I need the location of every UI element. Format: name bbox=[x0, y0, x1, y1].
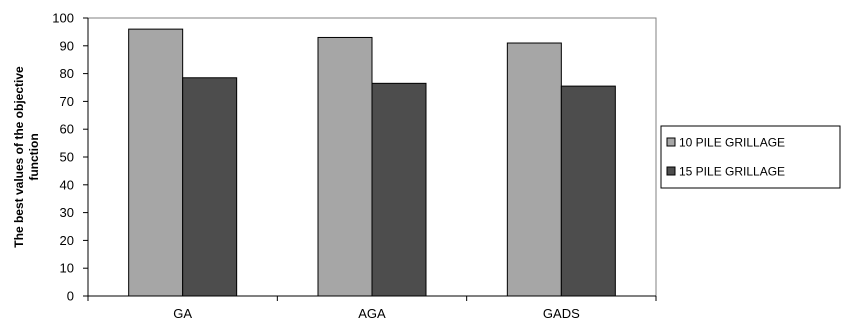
x-tick-label: GADS bbox=[543, 306, 580, 321]
y-tick-label: 20 bbox=[60, 233, 74, 248]
y-tick-label: 60 bbox=[60, 122, 74, 137]
legend-swatch bbox=[666, 137, 676, 147]
y-axis-label-line-1: The best values of the objective bbox=[12, 66, 26, 248]
y-tick-label: 50 bbox=[60, 150, 74, 165]
y-tick-label: 90 bbox=[60, 38, 74, 53]
y-axis-label-line-2: function bbox=[27, 133, 41, 180]
bar-series-2-ga bbox=[182, 77, 238, 297]
y-tick-label: 70 bbox=[60, 94, 74, 109]
y-tick-label: 0 bbox=[67, 289, 74, 304]
bar-series-1-ga bbox=[128, 28, 184, 297]
x-tick-label: GA bbox=[173, 306, 192, 321]
bar-series-2-gads bbox=[560, 85, 616, 297]
y-tick-label: 30 bbox=[60, 205, 74, 220]
legend-label: 10 PILE GRILLAGE bbox=[679, 136, 785, 150]
bar-series-1-aga bbox=[317, 36, 373, 297]
legend-swatch bbox=[666, 166, 676, 176]
x-axis: GA AGA GADS bbox=[87, 295, 657, 321]
bar-series-1-gads bbox=[506, 42, 562, 297]
bar-series-2-aga bbox=[371, 82, 427, 297]
legend-label: 15 PILE GRILLAGE bbox=[679, 165, 785, 179]
legend: 10 PILE GRILLAGE 15 PILE GRILLAGE bbox=[660, 125, 841, 189]
y-axis: 0 10 20 30 40 50 60 70 80 90 100 bbox=[52, 11, 89, 304]
y-tick-label: 80 bbox=[60, 66, 74, 81]
bars-group bbox=[128, 28, 616, 297]
legend-box bbox=[660, 125, 841, 189]
y-tick-label: 10 bbox=[60, 261, 74, 276]
y-tick-label: 40 bbox=[60, 177, 74, 192]
x-tick-label: AGA bbox=[358, 306, 386, 321]
y-tick-label: 100 bbox=[52, 11, 74, 26]
